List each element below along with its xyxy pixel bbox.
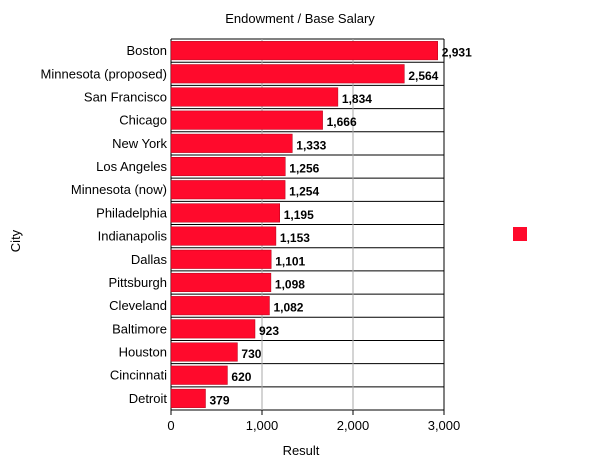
x-tick-label: 0 [167, 418, 174, 433]
category-label: Cleveland [109, 298, 167, 313]
value-label: 1,098 [275, 277, 305, 291]
legend-swatch [513, 227, 527, 241]
value-label: 1,101 [275, 254, 305, 268]
bar [170, 249, 272, 269]
value-label: 1,666 [327, 115, 357, 129]
category-label: Indianapolis [98, 229, 168, 244]
bar [170, 296, 270, 316]
bar [170, 87, 339, 107]
category-label: Houston [119, 345, 167, 360]
value-label: 2,931 [442, 46, 472, 60]
category-label: Pittsburgh [108, 275, 167, 290]
bar [170, 157, 286, 177]
bar [170, 388, 206, 408]
x-ticks: 0 1,000 2,000 3,000 [167, 410, 460, 433]
bar [170, 226, 277, 246]
bar [170, 64, 405, 84]
value-label: 1,256 [289, 162, 319, 176]
category-label: New York [112, 136, 167, 151]
category-label: Detroit [129, 391, 168, 406]
bar [170, 365, 228, 385]
bars-layer [170, 41, 438, 408]
value-label: 1,254 [289, 185, 319, 199]
category-label: Minnesota (proposed) [41, 66, 167, 81]
value-label: 923 [259, 324, 279, 338]
x-tick-label: 3,000 [428, 418, 461, 433]
value-label: 730 [241, 347, 261, 361]
category-label: Chicago [119, 113, 167, 128]
value-label: 2,564 [408, 69, 438, 83]
value-label: 1,333 [296, 138, 326, 152]
bar [170, 41, 438, 61]
bar [170, 272, 272, 292]
bar [170, 180, 286, 200]
category-label: Minnesota (now) [71, 182, 167, 197]
x-axis-title: Result [283, 443, 320, 458]
y-axis-title: City [8, 229, 23, 252]
labels-layer: Boston 2,931 Minnesota (proposed) 2,564 San … [41, 43, 473, 407]
x-tick-label: 1,000 [246, 418, 279, 433]
category-label: Cincinnati [110, 368, 167, 383]
chart-title: Endowment / Base Salary [225, 11, 375, 26]
value-label: 1,082 [273, 301, 303, 315]
value-label: 1,153 [280, 231, 310, 245]
category-label: San Francisco [84, 89, 167, 104]
value-label: 379 [209, 393, 229, 407]
x-tick-label: 2,000 [337, 418, 370, 433]
category-label: Philadelphia [96, 205, 168, 220]
category-label: Los Angeles [96, 159, 167, 174]
value-label: 1,834 [342, 92, 372, 106]
bar [170, 110, 323, 130]
category-label: Dallas [131, 252, 168, 267]
bar [170, 133, 293, 153]
category-label: Boston [127, 43, 167, 58]
bar [170, 342, 238, 362]
bar [170, 203, 280, 223]
value-label: 620 [231, 370, 251, 384]
bar [170, 319, 256, 339]
value-label: 1,195 [284, 208, 314, 222]
category-label: Baltimore [112, 321, 167, 336]
